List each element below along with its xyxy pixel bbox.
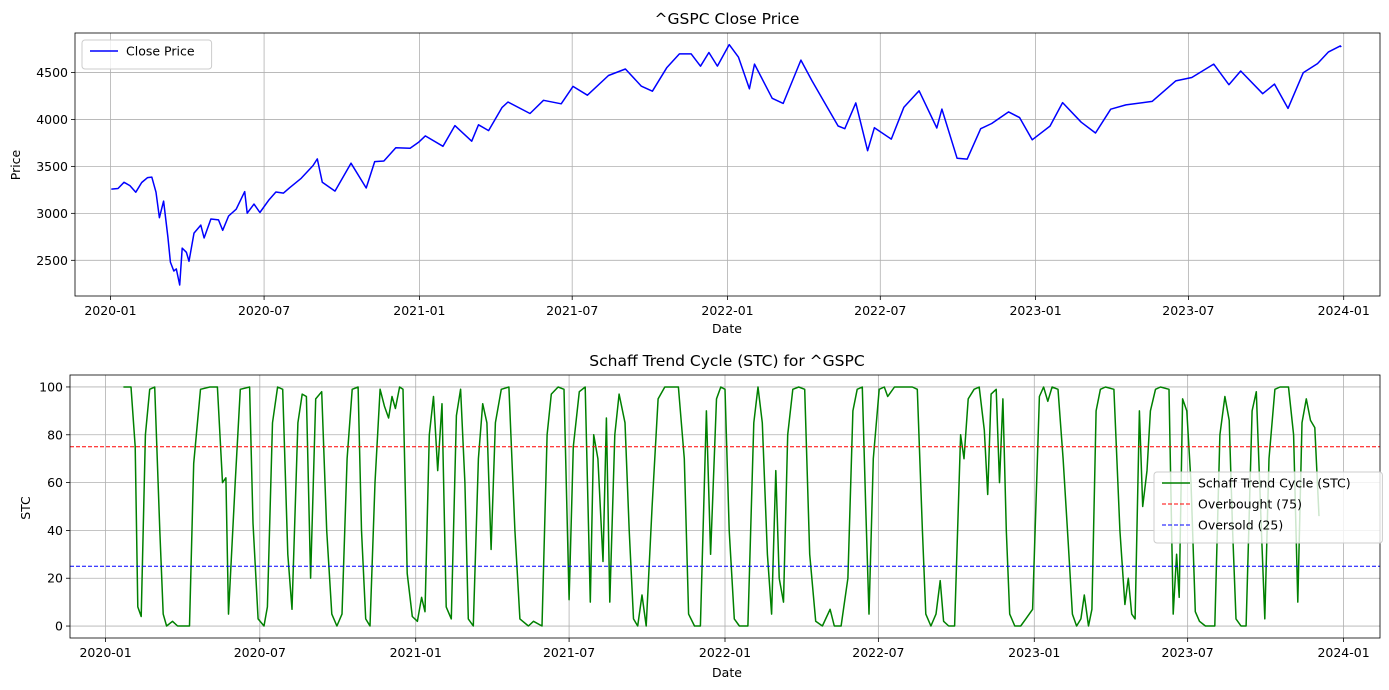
- close-price-legend: Close Price: [81, 39, 213, 70]
- stc-legend-label: Schaff Trend Cycle (STC): [1198, 476, 1351, 491]
- close-price-xtick-label: 2022-07: [854, 303, 906, 318]
- close-price-grid: [75, 33, 1380, 296]
- close-price-chart: ^GSPC Close Price Date Price 2020-01 2020…: [8, 10, 1381, 336]
- stc-legend-label: Oversold (25): [1198, 518, 1283, 533]
- close-price-xtick-label: 2021-01: [393, 303, 445, 318]
- close-price-legend-label: Close Price: [126, 44, 195, 59]
- stc-xtick-label: 2023-01: [1008, 645, 1060, 660]
- close-price-xtick-label: 2024-01: [1318, 303, 1370, 318]
- close-price-xtick-label: 2020-07: [238, 303, 290, 318]
- close-price-ytick-label: 3500: [36, 159, 68, 174]
- close-price-ytick-label: 4000: [36, 112, 68, 127]
- stc-xtick-label: 2022-07: [852, 645, 904, 660]
- close-price-chart-title: ^GSPC Close Price: [655, 10, 800, 28]
- close-price-ytick-label: 2500: [36, 253, 68, 268]
- stc-series-line-0: [123, 386, 1320, 627]
- close-price-legend-box: [81, 39, 213, 70]
- stc-xtick-label: 2022-01: [699, 645, 751, 660]
- stc-ytick-label: 40: [47, 523, 63, 538]
- stc-ytick-label: 60: [47, 475, 63, 490]
- close-price-ytick-label: 3000: [36, 206, 68, 221]
- stc-ylabel: STC: [18, 496, 33, 520]
- stc-legend-box: [1153, 471, 1383, 544]
- stc-xtick-label: 2023-07: [1162, 645, 1214, 660]
- close-price-plot-frame: [74, 32, 1381, 297]
- close-price-series-line-0: [111, 43, 1342, 286]
- close-price-xtick-label: 2023-07: [1162, 303, 1214, 318]
- stc-xtick-label: 2020-01: [79, 645, 131, 660]
- stc-ytick-label: 80: [47, 427, 63, 442]
- stc-xtick-label: 2020-07: [234, 645, 286, 660]
- close-price-xtick-label: 2022-01: [701, 303, 753, 318]
- close-price-ytick-label: 4500: [36, 65, 68, 80]
- close-price-xtick-label: 2021-07: [546, 303, 598, 318]
- close-price-xlabel: Date: [712, 321, 742, 336]
- stc-legend-label: Overbought (75): [1198, 497, 1302, 512]
- stc-xlabel: Date: [712, 665, 742, 680]
- stc-ytick-label: 0: [55, 619, 63, 634]
- stc-xtick-label: 2024-01: [1317, 645, 1369, 660]
- stc-chart-title: Schaff Trend Cycle (STC) for ^GSPC: [589, 352, 864, 370]
- close-price-xtick-label: 2020-01: [84, 303, 136, 318]
- stc-ytick-label: 20: [47, 571, 63, 586]
- stc-xtick-label: 2021-07: [543, 645, 595, 660]
- stc-legend: Schaff Trend Cycle (STC) Overbought (75) O…: [1153, 471, 1383, 544]
- close-price-ylabel: Price: [8, 149, 23, 180]
- stc-chart: Schaff Trend Cycle (STC) for ^GSPC Date …: [18, 352, 1383, 680]
- close-price-xtick-label: 2023-01: [1009, 303, 1061, 318]
- stc-ytick-label: 100: [39, 379, 63, 394]
- stc-xtick-label: 2021-01: [390, 645, 442, 660]
